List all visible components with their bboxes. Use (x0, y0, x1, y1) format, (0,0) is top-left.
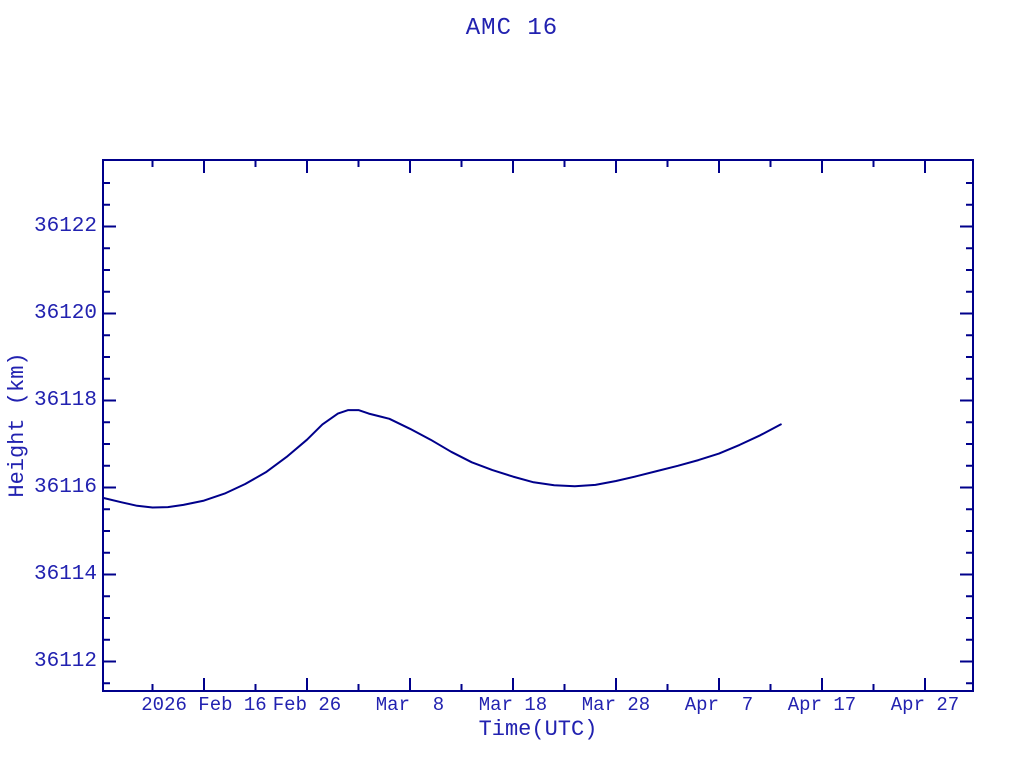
x-tick-label: Apr 17 (787, 694, 857, 716)
x-tick-label: Apr 7 (684, 694, 754, 716)
x-tick-label: Feb 26 (272, 694, 342, 716)
y-tick-label: 36120 (33, 301, 97, 325)
x-tick-label: 2026 Feb 16 (141, 694, 267, 716)
x-axis-label: Time(UTC) (478, 717, 598, 742)
y-tick-label: 36118 (33, 388, 97, 412)
x-tick-label: Apr 27 (890, 694, 960, 716)
x-tick-label: Mar 28 (581, 694, 651, 716)
y-tick-label: 36112 (33, 649, 97, 673)
y-tick-label: 36116 (33, 475, 97, 499)
height-curve (102, 409, 782, 509)
x-tick-label: Mar 8 (375, 694, 445, 716)
plot-frame (102, 159, 974, 692)
y-tick-label: 36122 (33, 214, 97, 238)
y-tick-label: 36114 (33, 562, 97, 586)
x-tick-label: Mar 18 (478, 694, 548, 716)
chart-title: AMC 16 (465, 15, 559, 42)
